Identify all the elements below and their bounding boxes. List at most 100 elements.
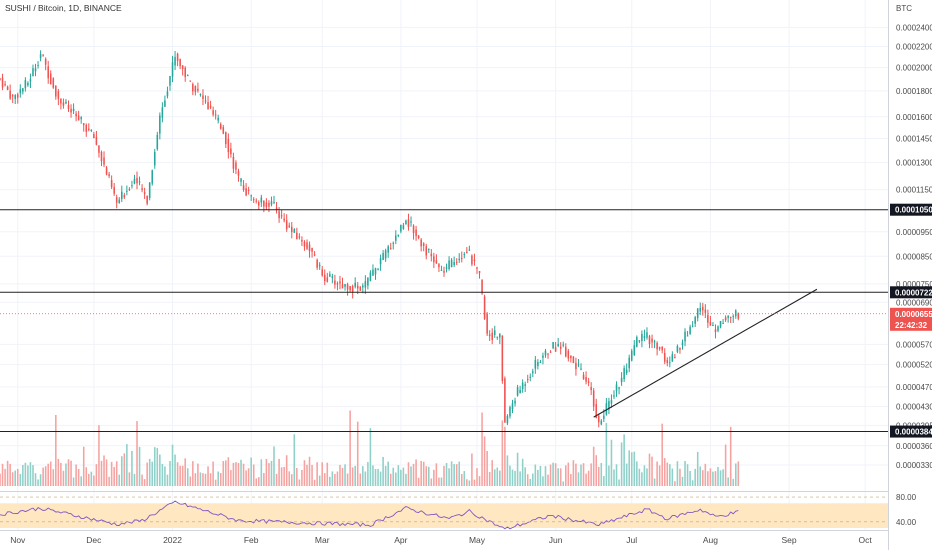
candle-body xyxy=(590,387,592,391)
candle-body xyxy=(225,132,227,145)
candle-body xyxy=(32,68,34,77)
volume-bar xyxy=(242,463,245,486)
candle-body xyxy=(27,82,29,86)
countdown-label: 22:42:32 xyxy=(895,321,928,330)
candle-body xyxy=(554,347,557,352)
volume-bar xyxy=(75,464,77,486)
volume-bar xyxy=(293,434,296,486)
candle-body xyxy=(212,110,214,115)
volume-bar xyxy=(82,446,85,486)
volume-bar xyxy=(430,478,433,486)
candle-body xyxy=(192,83,194,92)
volume-bar xyxy=(108,476,110,486)
candle-body xyxy=(448,260,450,269)
candle-body xyxy=(118,199,121,204)
volume-bar xyxy=(199,472,202,486)
volume-bar xyxy=(420,460,422,486)
candle-body xyxy=(552,342,554,349)
candle-body xyxy=(440,269,443,271)
candle-body xyxy=(674,357,676,359)
volume-bar xyxy=(100,460,103,486)
candle-body xyxy=(219,123,222,129)
volume-bar xyxy=(115,461,118,486)
volume-bar xyxy=(260,459,263,486)
volume-bar xyxy=(98,425,100,486)
candle-body xyxy=(9,90,11,99)
candle-body xyxy=(633,345,636,356)
volume-bar xyxy=(219,473,222,486)
volume-bar xyxy=(562,481,565,486)
volume-bar xyxy=(387,461,389,486)
rsi-band xyxy=(0,503,888,528)
candle-body xyxy=(133,178,136,184)
volume-bar xyxy=(445,462,448,486)
volume-bar xyxy=(630,452,633,486)
volume-bar xyxy=(372,465,374,486)
volume-bar xyxy=(529,478,532,486)
price-axis[interactable]: 0.0002400 0.0002200 0.0002000 0.0001800 0.00… xyxy=(896,23,932,470)
x-tick-label: Nov xyxy=(10,535,26,545)
volume-bar xyxy=(103,455,105,486)
volume-bar xyxy=(313,479,316,486)
candle-body xyxy=(686,335,689,337)
candle-body xyxy=(100,152,103,162)
volume-bar xyxy=(329,476,331,486)
volume-bar xyxy=(542,476,544,486)
rsi-tick-label: 40.00 xyxy=(896,518,917,527)
candle-body xyxy=(600,420,603,425)
volume-bar xyxy=(37,479,39,486)
candle-body xyxy=(331,276,334,278)
volume-bar xyxy=(301,470,303,486)
candle-body xyxy=(1,77,4,88)
volume-bar xyxy=(592,446,595,486)
candle-body xyxy=(653,341,656,343)
candle-body xyxy=(258,202,260,206)
candle-body xyxy=(227,138,230,153)
candle-body xyxy=(349,286,351,291)
candle-body xyxy=(702,306,704,311)
volume-bar xyxy=(610,439,613,486)
volume-bar xyxy=(402,467,405,486)
candle-body xyxy=(430,253,433,257)
volume-bar xyxy=(552,462,554,486)
candle-body xyxy=(204,100,207,102)
candle-body xyxy=(148,182,151,198)
candle-body xyxy=(308,244,311,252)
y-tick-label: 0.0002000 xyxy=(896,64,932,73)
volume-bar xyxy=(141,474,143,486)
candle-body xyxy=(136,177,138,184)
volume-bar xyxy=(0,473,1,486)
y-tick-label: 0.0000430 xyxy=(896,403,932,412)
volume-bar xyxy=(658,465,661,486)
candle-body xyxy=(169,76,171,86)
candle-body xyxy=(65,101,67,104)
candle-body xyxy=(70,108,72,113)
time-axis[interactable]: Nov Dec 2022 Feb Mar Apr May Jun Jul Aug Sep Oct xyxy=(10,535,872,545)
price-level-badge xyxy=(890,203,932,216)
volume-bar xyxy=(105,459,108,486)
candle-body xyxy=(473,259,476,262)
volume-bar xyxy=(349,410,351,486)
trendline[interactable] xyxy=(593,288,818,418)
candle-body xyxy=(395,235,397,241)
candle-body xyxy=(186,75,189,77)
candle-body xyxy=(450,259,453,267)
candle-body xyxy=(625,369,628,373)
candle-body xyxy=(128,189,131,191)
volume-bar xyxy=(468,480,471,486)
volume-bar xyxy=(438,477,440,486)
candle-body xyxy=(197,88,199,91)
candle-body xyxy=(34,68,37,72)
candle-body xyxy=(339,281,341,284)
candle-body xyxy=(575,362,577,370)
candle-body xyxy=(293,229,296,233)
candle-body xyxy=(707,315,709,323)
candle-body xyxy=(174,56,176,66)
volume-bar xyxy=(582,463,585,486)
volume-bar xyxy=(709,468,712,486)
candle-body xyxy=(691,325,694,327)
candle-body xyxy=(235,162,237,170)
volume-bar xyxy=(427,466,430,486)
candle-body xyxy=(443,270,445,273)
